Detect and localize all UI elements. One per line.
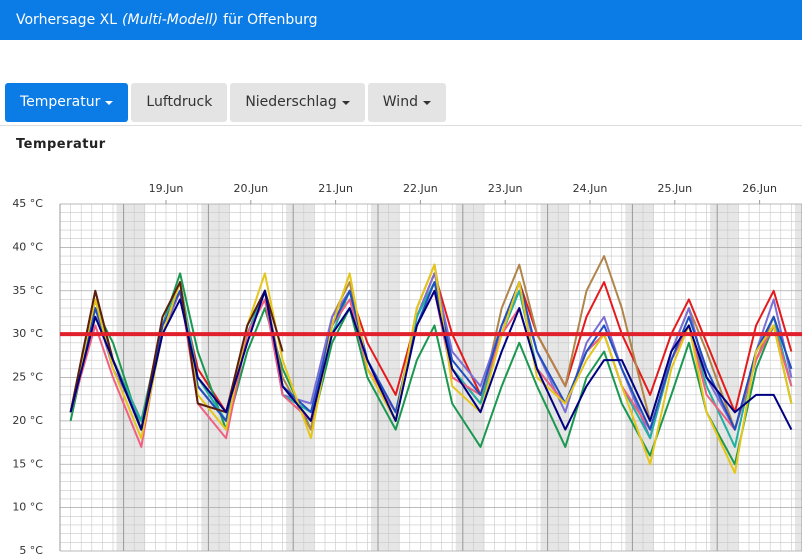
tab-label: Niederschlag	[245, 94, 337, 110]
tab[interactable]: Temperatur	[5, 83, 129, 122]
tab-label: Luftdruck	[146, 94, 213, 110]
x-tick-label: 19.Jun	[149, 182, 184, 195]
tab-label: Temperatur	[20, 94, 101, 110]
y-tick-label: 30 °C	[12, 327, 43, 340]
tab[interactable]: Wind	[367, 83, 446, 122]
x-tick-label: 21.Jun	[318, 182, 353, 195]
x-tick-label: 26.Jun	[742, 182, 777, 195]
y-tick-label: 20 °C	[12, 414, 43, 427]
header-bar: Vorhersage XL (Multi-Modell) für Offenburg	[0, 0, 802, 40]
header-title: Vorhersage XL	[16, 12, 118, 28]
x-tick-label: 24.Jun	[573, 182, 608, 195]
y-tick-label: 15 °C	[12, 457, 43, 470]
x-tick-label: 22.Jun	[403, 182, 438, 195]
tab[interactable]: Luftdruck	[131, 83, 228, 122]
series-line	[69, 289, 793, 431]
chart-title: Temperatur	[16, 137, 106, 152]
y-tick-label: 10 °C	[12, 501, 43, 514]
tab-label: Wind	[382, 94, 418, 110]
caret	[341, 100, 350, 105]
caret	[105, 100, 114, 105]
tab-bar: Temperatur Luftdruck Niederschlag Wind	[5, 83, 446, 123]
series-line	[69, 281, 284, 431]
y-tick-label: 40 °C	[12, 240, 43, 253]
y-tick-label: 45 °C	[12, 197, 43, 210]
caret	[422, 100, 431, 105]
y-tick-label: 25 °C	[12, 371, 43, 384]
y-tick-label: 5 °C	[19, 544, 43, 557]
x-tick-label: 25.Jun	[657, 182, 692, 195]
x-tick-label: 20.Jun	[233, 182, 268, 195]
y-tick-label: 35 °C	[12, 284, 43, 297]
divider	[0, 125, 802, 126]
header-title-suffix: für Offenburg	[223, 12, 318, 28]
header-title-italic: (Multi-Modell)	[122, 12, 219, 28]
tab[interactable]: Niederschlag	[230, 83, 365, 122]
series-line	[69, 272, 793, 466]
x-tick-label: 23.Jun	[488, 182, 523, 195]
